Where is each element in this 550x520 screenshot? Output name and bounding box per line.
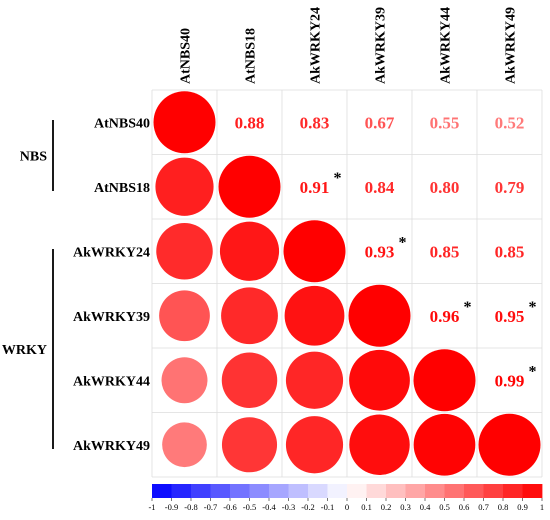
column-label: AtNBS40 xyxy=(179,28,194,84)
colorbar-segment xyxy=(210,484,231,498)
correlation-circle xyxy=(413,349,476,412)
grid-lines xyxy=(151,89,543,478)
colorbar-segment xyxy=(347,484,367,498)
colorbar-segment xyxy=(522,484,543,498)
correlation-circle xyxy=(219,221,280,281)
correlation-circle xyxy=(221,287,278,345)
correlation-circle xyxy=(284,285,345,346)
colorbar-tick-label: -0.5 xyxy=(243,502,256,512)
colorbar-segment xyxy=(386,484,406,498)
colorbar-segment xyxy=(405,484,426,498)
correlation-value-label: 0.83 xyxy=(300,113,330,132)
correlation-circle xyxy=(155,157,214,216)
correlation-circle xyxy=(156,223,213,280)
colorbar-segment xyxy=(327,484,348,498)
colorbar-tick-label: -0.6 xyxy=(223,502,236,512)
correlation-value-label: 0.96 xyxy=(430,307,460,326)
colorbar-segment xyxy=(249,484,270,498)
colorbar-segment xyxy=(425,484,445,498)
correlation-circle xyxy=(478,413,541,476)
correlation-circle xyxy=(348,284,411,347)
correlation-value-label: 0.85 xyxy=(430,242,460,261)
correlation-circle xyxy=(153,91,216,154)
row-label: AkWRKY24 xyxy=(73,245,150,260)
colorbar-tick-label: -0.1 xyxy=(321,502,334,512)
correlation-value-label: 0.95 xyxy=(495,307,525,326)
row-label: AkWRKY44 xyxy=(73,374,150,389)
column-label: AtNBS18 xyxy=(244,28,259,84)
column-label: AkWRKY39 xyxy=(374,7,389,84)
colorbar-tick-label: 0.5 xyxy=(439,502,450,512)
row-label: AkWRKY39 xyxy=(73,310,150,325)
colorbar-segment xyxy=(269,484,289,498)
correlation-circle xyxy=(349,349,410,411)
correlation-value-label: 0.88 xyxy=(235,113,265,132)
correlation-value-label: 0.52 xyxy=(495,113,525,132)
significance-star: * xyxy=(529,299,537,316)
colorbar-tick-label: 0.7 xyxy=(478,502,489,512)
correlation-value-label: 0.85 xyxy=(495,242,525,261)
column-label: AkWRKY44 xyxy=(439,7,454,84)
colorbar-tick-label: 0.4 xyxy=(420,502,431,512)
correlation-circle xyxy=(221,417,278,473)
correlation-circle xyxy=(349,414,410,475)
colorbar-tick-label: 0.8 xyxy=(498,502,509,512)
colorbar-segment xyxy=(288,484,309,498)
colorbar-tick-label: -0.9 xyxy=(165,502,178,512)
colorbar-tick-label: -1 xyxy=(148,502,155,512)
correlation-value-label: 0.84 xyxy=(365,178,395,197)
group-label: WRKY xyxy=(2,343,47,358)
colorbar-segment xyxy=(366,484,387,498)
correlation-circle xyxy=(285,351,344,409)
colorbar-tick-label: 0.2 xyxy=(381,502,392,512)
row-label: AtNBS18 xyxy=(94,181,150,196)
correlation-circle xyxy=(218,155,281,218)
colorbar-tick-label: 0.6 xyxy=(459,502,470,512)
colorbar-segment xyxy=(230,484,250,498)
colorbar-tick-label: -0.3 xyxy=(282,502,295,512)
correlation-circle xyxy=(221,352,278,408)
colorbar-tick-label: -0.4 xyxy=(262,502,276,512)
row-label: AtNBS40 xyxy=(94,116,150,131)
colorbar-tick-label: 1 xyxy=(540,502,544,512)
colorbar-segment xyxy=(483,484,504,498)
colorbar-segment xyxy=(171,484,192,498)
colorbar-segment xyxy=(503,484,523,498)
correlation-value-label: 0.67 xyxy=(365,113,395,132)
colorbar-tick-label: 0.9 xyxy=(517,502,528,512)
colorbar-segment xyxy=(152,484,172,498)
colorbar-segment xyxy=(464,484,484,498)
correlation-value-label: 0.91 xyxy=(300,178,330,197)
colorbar-segment xyxy=(444,484,465,498)
correlation-circle xyxy=(161,357,208,404)
column-label: AkWRKY24 xyxy=(309,7,324,84)
colorbar-tick-label: -0.2 xyxy=(301,502,314,512)
colorbar-tick-label: 0.1 xyxy=(361,502,372,512)
correlation-circle xyxy=(283,220,346,283)
correlation-value-label: 0.80 xyxy=(430,178,460,197)
colorbar-segment xyxy=(191,484,211,498)
correlation-circle xyxy=(413,413,476,476)
colorbar-segment xyxy=(308,484,328,498)
correlation-circle xyxy=(159,290,210,342)
colorbar-tick-label: -0.7 xyxy=(204,502,217,512)
correlation-value-label: 0.99 xyxy=(495,371,525,390)
correlation-value-label: 0.93 xyxy=(365,242,395,261)
correlation-value-label: 0.55 xyxy=(430,113,460,132)
significance-star: * xyxy=(399,234,407,251)
group-label: NBS xyxy=(20,150,47,165)
correlation-value-label: 0.79 xyxy=(495,178,525,197)
colorbar-tick-label: 0 xyxy=(345,502,349,512)
significance-star: * xyxy=(529,363,537,380)
correlation-circle xyxy=(162,422,207,468)
colorbar-tick-label: -0.8 xyxy=(184,502,197,512)
column-label: AkWRKY49 xyxy=(504,7,519,84)
correlation-circle xyxy=(285,416,344,474)
significance-star: * xyxy=(334,170,342,187)
significance-star: * xyxy=(464,299,472,316)
row-label: AkWRKY49 xyxy=(73,439,150,454)
colorbar-tick-label: 0.3 xyxy=(400,502,411,512)
